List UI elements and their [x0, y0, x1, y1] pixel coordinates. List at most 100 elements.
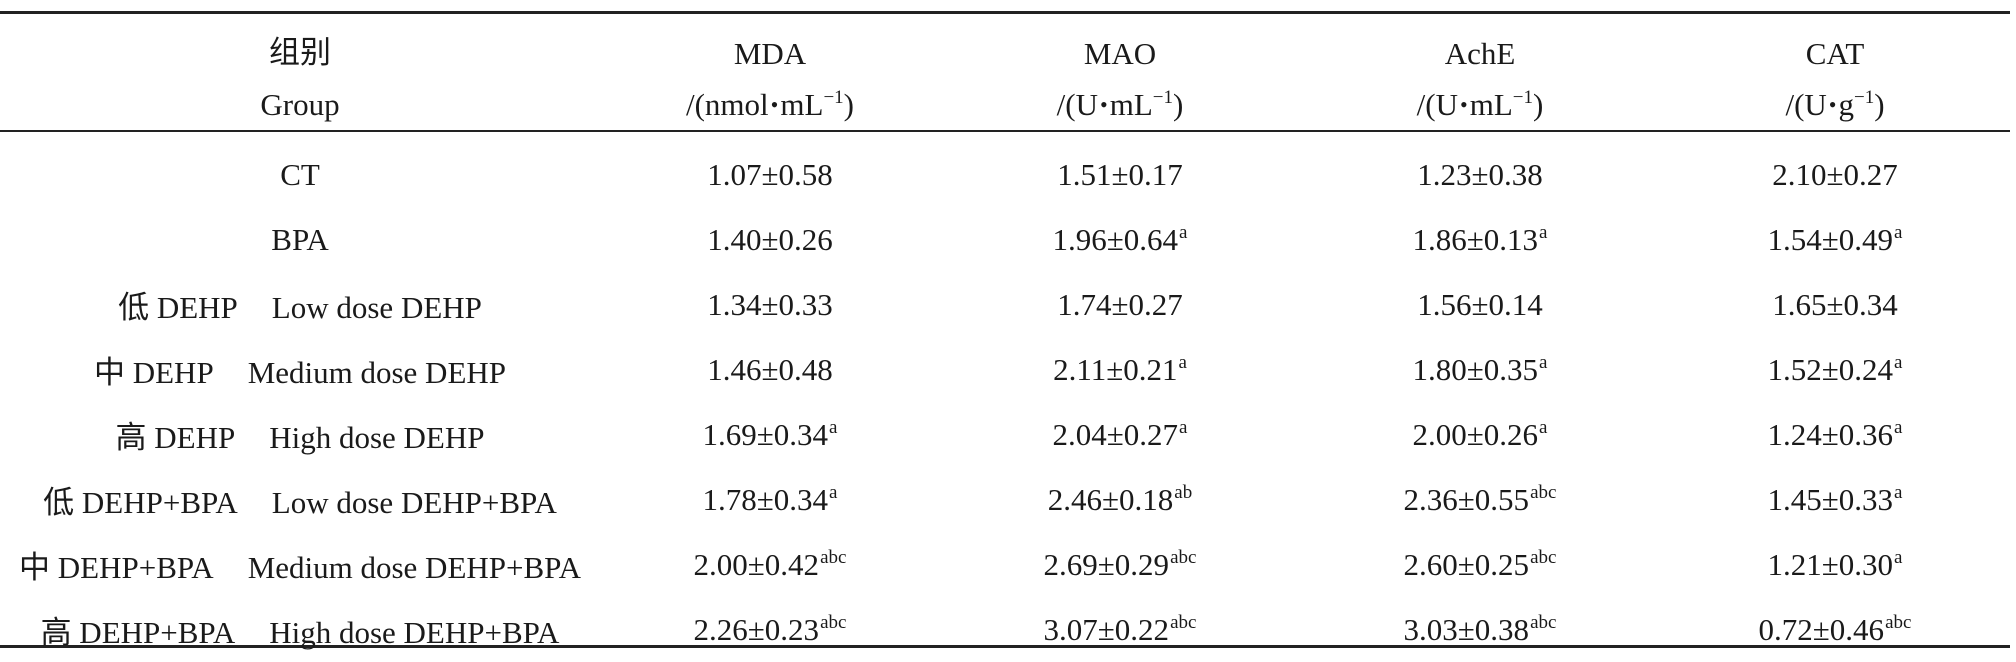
- group-cell: CT: [0, 140, 600, 207]
- table-row: 中 DEHP+BPA Medium dose DEHP+BPA 2.00±0.42a…: [0, 532, 2010, 597]
- mean-sd-value: 2.04±0.27: [1052, 416, 1179, 452]
- group-label-zh: 高 DEHP: [115, 420, 236, 455]
- mean-sd-value: 2.60±0.25: [1403, 546, 1530, 582]
- significance-marker: a: [1178, 351, 1187, 373]
- value-cell-mda: 1.46±0.48: [600, 337, 940, 402]
- mean-sd-value: 1.78±0.34: [702, 481, 829, 517]
- value-cell-mda: 2.00±0.42abc: [600, 532, 940, 597]
- significance-marker: a: [1539, 416, 1548, 438]
- value-cell-ache: 2.36±0.55abc: [1300, 467, 1660, 532]
- value-cell-mda: 1.78±0.34a: [600, 467, 940, 532]
- table-body: CT 1.07±0.58 1.51±0.17 1.23±0.38 2.10±0.27 BP…: [0, 140, 2010, 662]
- group-cell: 高 DEHP High dose DEHP: [0, 402, 600, 467]
- mean-sd-value: 1.45±0.33: [1767, 481, 1894, 517]
- group-label-en: Low dose DEHP+BPA: [271, 485, 557, 520]
- value-cell-mao: 2.46±0.18ab: [940, 467, 1300, 532]
- group-cell: 高 DEHP+BPA High dose DEHP+BPA: [0, 597, 600, 662]
- value-cell-ache: 3.03±0.38abc: [1300, 597, 1660, 662]
- value-cell-mda: 1.40±0.26: [600, 207, 940, 272]
- value-cell-mda: 1.34±0.33: [600, 272, 940, 337]
- unit-mao: /(U•mL−1): [1056, 87, 1184, 122]
- col-header-cat: CAT: [1805, 36, 1865, 71]
- table-top-rule: [0, 11, 2010, 14]
- header-row-names: 组别 MDA MAO AchE CAT: [0, 14, 2010, 76]
- mean-sd-value: 3.07±0.22: [1043, 611, 1170, 647]
- mean-sd-value: 2.36±0.55: [1403, 481, 1530, 517]
- value-cell-mao: 1.51±0.17: [940, 140, 1300, 207]
- value-cell-ache: 2.60±0.25abc: [1300, 532, 1660, 597]
- mean-sd-value: 1.56±0.14: [1417, 286, 1543, 322]
- mean-sd-value: 1.96±0.64: [1052, 221, 1179, 257]
- value-cell-mao: 2.04±0.27a: [940, 402, 1300, 467]
- col-header-mda: MDA: [733, 36, 807, 71]
- value-cell-ache: 1.56±0.14: [1300, 272, 1660, 337]
- significance-marker: a: [1894, 351, 1903, 373]
- group-label-en: BPA: [271, 221, 329, 257]
- value-cell-cat: 2.10±0.27: [1660, 140, 2010, 207]
- value-cell-ache: 1.86±0.13a: [1300, 207, 1660, 272]
- group-label-en: Medium dose DEHP+BPA: [247, 550, 581, 585]
- table-row: 高 DEHP+BPA High dose DEHP+BPA 2.26±0.23abc…: [0, 597, 2010, 662]
- table-row: CT 1.07±0.58 1.51±0.17 1.23±0.38 2.10±0.27: [0, 140, 2010, 207]
- mean-sd-value: 1.21±0.30: [1767, 546, 1894, 582]
- significance-marker: a: [1539, 351, 1548, 373]
- significance-marker: a: [1179, 221, 1188, 243]
- value-cell-mao: 2.11±0.21a: [940, 337, 1300, 402]
- significance-marker: a: [1539, 221, 1548, 243]
- mean-sd-value: 2.69±0.29: [1043, 546, 1170, 582]
- mean-sd-value: 2.11±0.21: [1053, 351, 1178, 387]
- table-row: 低 DEHP Low dose DEHP 1.34±0.33 1.74±0.27 1.5…: [0, 272, 2010, 337]
- mean-sd-value: 1.07±0.58: [707, 156, 833, 192]
- significance-marker: abc: [1530, 546, 1557, 568]
- group-label-zh: 中 DEHP+BPA: [19, 550, 214, 585]
- value-cell-cat: 1.52±0.24a: [1660, 337, 2010, 402]
- significance-marker: a: [1179, 416, 1188, 438]
- mean-sd-value: 2.46±0.18: [1047, 481, 1174, 517]
- significance-marker: abc: [1885, 611, 1912, 633]
- group-header-en: Group: [260, 87, 340, 122]
- significance-marker: abc: [1170, 546, 1197, 568]
- significance-marker: abc: [820, 611, 847, 633]
- mean-sd-value: 2.10±0.27: [1772, 156, 1898, 192]
- mean-sd-value: 1.23±0.38: [1417, 156, 1543, 192]
- mean-sd-value: 0.72±0.46: [1758, 611, 1885, 647]
- value-cell-mao: 1.74±0.27: [940, 272, 1300, 337]
- significance-marker: a: [1894, 481, 1903, 503]
- mean-sd-value: 1.40±0.26: [707, 221, 833, 257]
- mean-sd-value: 1.51±0.17: [1057, 156, 1183, 192]
- table-row: 低 DEHP+BPA Low dose DEHP+BPA 1.78±0.34a 2.4…: [0, 467, 2010, 532]
- significance-marker: ab: [1174, 481, 1193, 503]
- mean-sd-value: 3.03±0.38: [1403, 611, 1530, 647]
- unit-cat: /(U•g−1): [1785, 87, 1885, 122]
- value-cell-mda: 1.69±0.34a: [600, 402, 940, 467]
- mean-sd-value: 1.74±0.27: [1057, 286, 1183, 322]
- value-cell-mda: 2.26±0.23abc: [600, 597, 940, 662]
- mean-sd-value: 2.00±0.42: [693, 546, 820, 582]
- mean-sd-value: 1.80±0.35: [1412, 351, 1539, 387]
- group-label-en: Medium dose DEHP: [247, 355, 507, 390]
- significance-marker: abc: [1530, 611, 1557, 633]
- results-table: 组别 MDA MAO AchE CAT Group /(nmol•mL−1) /…: [0, 14, 2010, 662]
- value-cell-cat: 1.45±0.33a: [1660, 467, 2010, 532]
- group-label-en: Low dose DEHP: [271, 290, 482, 325]
- value-cell-cat: 1.24±0.36a: [1660, 402, 2010, 467]
- value-cell-ache: 2.00±0.26a: [1300, 402, 1660, 467]
- group-label-en: High dose DEHP: [269, 420, 485, 455]
- mean-sd-value: 2.00±0.26: [1412, 416, 1539, 452]
- group-label-zh: 中 DEHP: [93, 355, 214, 390]
- group-label-en: High dose DEHP+BPA: [269, 615, 560, 650]
- mean-sd-value: 1.69±0.34: [702, 416, 829, 452]
- mean-sd-value: 1.34±0.33: [707, 286, 833, 322]
- table-row: BPA 1.40±0.26 1.96±0.64a 1.86±0.13a 1.54±0.4…: [0, 207, 2010, 272]
- value-cell-mda: 1.07±0.58: [600, 140, 940, 207]
- group-label-zh: 高 DEHP+BPA: [40, 615, 236, 650]
- value-cell-mao: 1.96±0.64a: [940, 207, 1300, 272]
- significance-marker: a: [829, 481, 838, 503]
- significance-marker: a: [829, 416, 838, 438]
- group-cell: BPA: [0, 207, 600, 272]
- value-cell-cat: 1.65±0.34: [1660, 272, 2010, 337]
- significance-marker: abc: [820, 546, 847, 568]
- group-label-zh: 低 DEHP+BPA: [43, 485, 238, 520]
- mean-sd-value: 1.52±0.24: [1767, 351, 1894, 387]
- significance-marker: abc: [1530, 481, 1557, 503]
